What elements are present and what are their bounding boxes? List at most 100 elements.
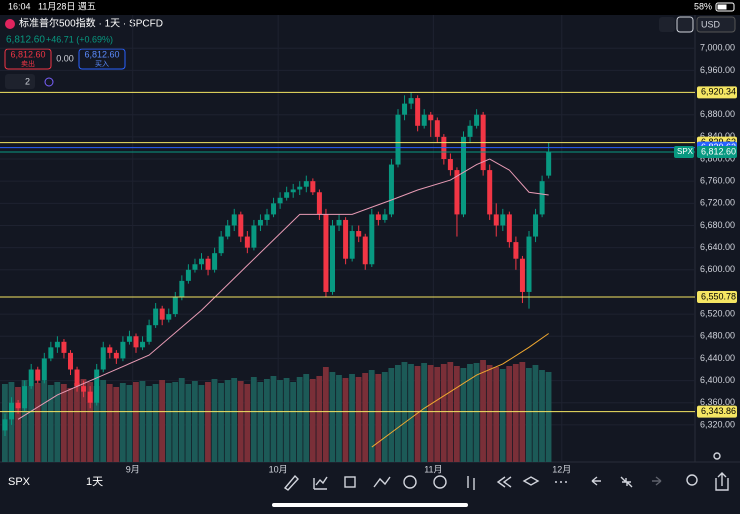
chart-icon[interactable] [313,476,328,490]
candle-body [343,219,349,259]
volume-bar [198,385,205,462]
footer-symbol[interactable]: SPX [8,476,31,488]
symbol-tag-label: SPX [677,147,694,156]
volume-bar [375,374,382,462]
currency-select[interactable] [696,16,736,33]
spread: 0.00 [56,53,74,63]
candle-body [74,369,80,387]
volume-bar [28,386,34,462]
price-level-tag [697,291,737,304]
candle-body [41,358,47,381]
pin-icon[interactable] [686,474,698,486]
redo-icon[interactable] [652,476,662,486]
volume-bar [283,378,290,462]
volume-bar [434,367,441,462]
candle-body [100,347,106,370]
candle-body [179,280,185,298]
volume-bar [93,386,100,462]
sell-button[interactable] [4,48,52,70]
indicators-toggle[interactable] [5,74,35,89]
candle-body [316,192,322,215]
price-level-label: 6,550.78 [701,291,736,301]
candle-body [9,402,15,420]
x-tick-label: 12月 [552,464,571,474]
layout-icon[interactable] [344,476,356,488]
volume-bar [362,373,369,462]
candle-body [408,98,414,104]
volume-bar [165,383,172,462]
volume-bar [414,366,421,462]
add-icon[interactable] [403,475,417,489]
volume-bar [15,387,21,462]
candle-body [2,419,8,431]
candle-body [218,236,224,254]
candle-body [388,164,394,215]
candle-body [375,214,381,220]
volume-bar [126,385,133,462]
volume-bar [237,381,244,462]
candle-body [474,114,480,126]
candle-body [140,341,146,348]
volume-bar [205,382,211,462]
candle-body [539,181,545,215]
y-tick-label: 6,840.00 [700,131,735,141]
collapse-icon[interactable] [620,476,633,488]
draw-icon[interactable] [283,474,299,491]
candle-body [257,219,263,226]
volume-bar [408,364,414,462]
candle-body [15,402,21,409]
volume-bar [159,380,165,462]
volume-bar [545,372,552,462]
download-button[interactable] [659,17,675,32]
indicator-tool-icon[interactable] [373,476,391,488]
candle-body [519,258,525,292]
volume-bar [526,368,532,462]
candle-body [133,336,139,348]
settings-icon[interactable] [713,452,721,460]
buy-price: 6,812.60 [84,49,119,59]
volume-bar [506,366,513,462]
volume-bar [395,365,401,462]
candle-body [421,114,427,126]
alert-icon[interactable] [433,475,447,489]
volume-bar [329,372,336,462]
candle-body [225,225,231,237]
candle-icon[interactable] [467,476,475,490]
volume-bar [270,376,277,462]
share-icon[interactable] [715,472,729,491]
candle-body [290,189,296,193]
price-level-label: 6,343.86 [701,406,736,416]
buy-button[interactable] [78,48,126,70]
candle-body [35,369,41,381]
price-level-label: 6,920.34 [701,87,736,97]
volume-bar [290,382,296,462]
footer-interval[interactable]: 1天 [86,476,103,488]
candle-body [238,214,244,237]
volume-bar [113,387,120,462]
battery: 58% [694,1,712,11]
layers-icon[interactable] [522,476,540,486]
y-tick-label: 6,320.00 [700,419,735,429]
y-tick-label: 7,000.00 [700,43,735,53]
volume-bar [480,360,486,462]
volume-bar [493,367,500,462]
title[interactable]: 标准普尔500指数 · 1天 · SPCFD [19,17,163,30]
plot: 7,000.00 6,960.00 6,880.00 6,840.00 6,800.00… [0,15,737,474]
volume-bar [453,366,460,462]
undo-icon[interactable] [591,476,601,486]
candle-body [231,214,237,226]
volume-bar [106,384,113,462]
replay-icon[interactable] [496,476,512,488]
sell-price: 6,812.60 [10,49,45,59]
volume-bar [499,369,506,462]
refresh-button[interactable] [676,16,694,33]
candle-body [303,181,309,187]
volume-bar [381,372,388,462]
candle-body [264,214,270,220]
candle-body [533,214,539,237]
indicator-icon[interactable] [44,77,54,87]
volume-bar [119,383,126,462]
volume-bar [100,380,107,462]
volume-bar [388,368,395,462]
candle-body [310,181,316,193]
